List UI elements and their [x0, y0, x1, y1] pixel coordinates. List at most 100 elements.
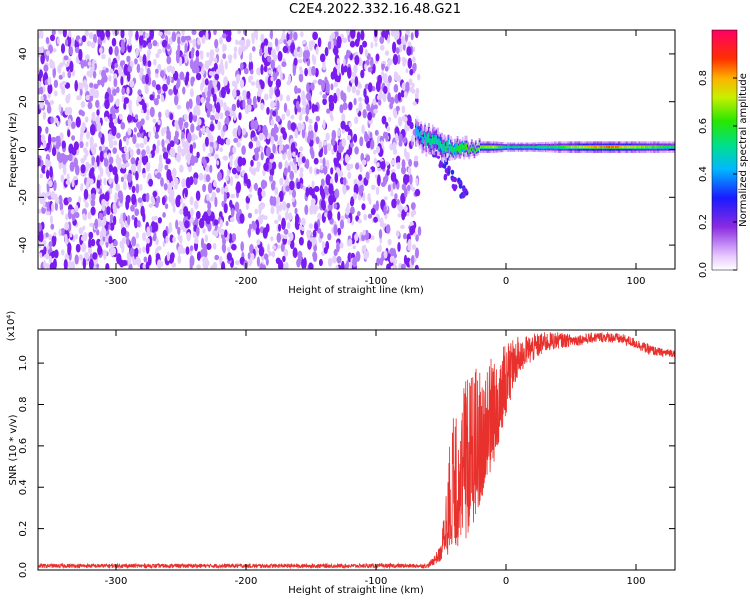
- spectrogram-band-cell: [468, 150, 471, 154]
- colorbar-tick-label: 0.2: [698, 214, 709, 230]
- spectrogram-noise-cell: [185, 246, 190, 255]
- spectrogram-noise-cell: [401, 105, 406, 114]
- spectrogram-noise-cell: [283, 102, 288, 113]
- spectrogram-noise-cell: [74, 254, 79, 265]
- spectrogram-noise-cell: [374, 129, 379, 136]
- spectrogram-noise-cell: [89, 88, 93, 97]
- spectrogram-noise-cell: [169, 140, 175, 148]
- spectrogram-noise-cell: [378, 99, 382, 106]
- spectrogram-noise-cell: [383, 85, 388, 94]
- spectrogram-noise-cell: [330, 83, 334, 91]
- spectrogram-noise-cell: [301, 258, 305, 269]
- spectrogram-noise-cell: [294, 207, 298, 215]
- spectrogram-noise-cell: [270, 119, 275, 126]
- spectrogram-noise-cell: [249, 244, 254, 254]
- spectrogram-band-cell: [474, 145, 477, 149]
- spectrogram-band-cell: [611, 146, 614, 149]
- spectrogram-noise-cell: [224, 110, 230, 117]
- spectrogram-noise-cell: [348, 238, 353, 247]
- spectrogram-noise-cell: [175, 138, 179, 145]
- spectrogram-noise-cell: [415, 247, 419, 259]
- spectrogram-band-cell: [433, 137, 436, 145]
- spectrogram-noise-cell: [239, 213, 245, 224]
- spectrogram-noise-cell: [90, 206, 96, 216]
- spectrogram-noise-cell: [50, 116, 54, 124]
- spectrogram-band-cell: [470, 145, 473, 148]
- colorbar-ticks: 0.00.20.40.60.8: [698, 70, 737, 278]
- spectrogram-band-cell: [572, 146, 575, 149]
- spectrogram-noise-cell: [414, 92, 419, 99]
- spectrogram-noise-cell: [276, 140, 282, 146]
- spectrogram-noise-cell: [74, 46, 80, 54]
- spectrogram-noise-cell: [350, 206, 355, 215]
- spectrogram-noise-cell: [279, 177, 284, 186]
- spectrogram-noise-cell: [162, 146, 167, 153]
- spectrogram-noise-cell: [112, 112, 116, 120]
- spectrogram-noise-cell: [142, 246, 146, 253]
- spectrogram-noise-cell: [80, 101, 86, 108]
- spectrogram-noise-cell: [384, 196, 388, 201]
- spectrogram-noise-cell: [54, 249, 59, 259]
- spectrogram-band-cell: [512, 146, 515, 148]
- spectrogram-noise-cell: [40, 134, 46, 143]
- spectrogram-band-cell: [584, 146, 586, 149]
- spectrogram-band-cell: [430, 138, 433, 149]
- spectrogram-noise-cell: [323, 165, 328, 175]
- spectrogram-noise-cell: [86, 130, 90, 140]
- spectrogram-noise-cell: [231, 233, 237, 242]
- spectrogram-noise-cell: [365, 171, 370, 181]
- spectrogram-noise-cell: [255, 79, 260, 89]
- spectrogram-band-cell: [667, 146, 670, 149]
- spectrogram-noise-cell: [160, 70, 165, 78]
- spectrogram-noise-cell: [205, 174, 211, 183]
- spectrogram-noise-cell: [304, 204, 309, 215]
- spectrogram-noise-cell: [169, 148, 174, 157]
- spectrogram-noise-cell: [220, 86, 226, 99]
- spectrogram-band-cell: [541, 146, 543, 149]
- spectrogram-noise-cell: [163, 30, 168, 35]
- spectrogram-noise-cell: [401, 209, 406, 221]
- spectrogram-noise-cell: [50, 215, 53, 225]
- spectrogram-noise-cell: [373, 216, 378, 223]
- spectrogram-noise-cell: [142, 263, 146, 269]
- spectrogram-band-cell: [535, 146, 538, 148]
- spectrogram-noise-cell: [381, 30, 387, 38]
- spectrogram-noise-cell: [85, 116, 89, 123]
- spectrogram-noise-cell: [298, 236, 304, 246]
- spectrogram-noise-cell: [370, 208, 376, 216]
- spectrogram-noise-cell: [90, 144, 95, 152]
- spectrogram-noise-cell: [108, 75, 112, 82]
- spectrogram-noise-cell: [50, 191, 56, 199]
- spectrogram-noise-cell: [299, 224, 303, 230]
- spectrogram-noise-cell: [52, 48, 57, 53]
- spectrogram-noise-cell: [311, 54, 315, 63]
- spectrogram-noise-cell: [253, 103, 258, 109]
- spectrogram-noise-cell: [240, 241, 244, 252]
- spectrogram-band-cell: [600, 146, 603, 149]
- spectrogram-noise-cell: [319, 184, 324, 196]
- spectrogram-noise-cell: [145, 73, 149, 85]
- spectrogram-noise-cell: [336, 88, 341, 97]
- spectrogram-noise-cell: [359, 136, 364, 147]
- spectrogram-noise-cell: [252, 167, 256, 176]
- spectrogram-noise-cell: [347, 217, 351, 224]
- spectrogram-noise-cell: [377, 174, 381, 187]
- spectrogram-noise-cell: [269, 174, 274, 182]
- spectrogram-noise-cell: [96, 30, 101, 38]
- spectrogram-noise-cell: [194, 241, 198, 252]
- spectrogram-noise-cell: [414, 188, 421, 197]
- spectrogram-noise-cell: [299, 172, 304, 179]
- spectrogram-noise-cell: [180, 148, 186, 157]
- spectrogram-noise-cell: [319, 259, 323, 266]
- spectrogram-band-cell: [560, 146, 563, 149]
- spectrogram-band-cell: [624, 146, 627, 149]
- spectrogram-noise-cell: [286, 202, 291, 209]
- spectrogram-noise-cell: [258, 246, 264, 257]
- spectrogram-noise-cell: [386, 125, 390, 132]
- spectrogram-noise-cell: [308, 166, 313, 174]
- spectrogram-noise-cell: [90, 41, 96, 49]
- snr-frame: [37, 329, 676, 571]
- spectrogram-noise-cell: [75, 116, 81, 128]
- spectrogram-band-cell: [538, 146, 541, 148]
- spectrogram-noise-cell: [296, 88, 302, 94]
